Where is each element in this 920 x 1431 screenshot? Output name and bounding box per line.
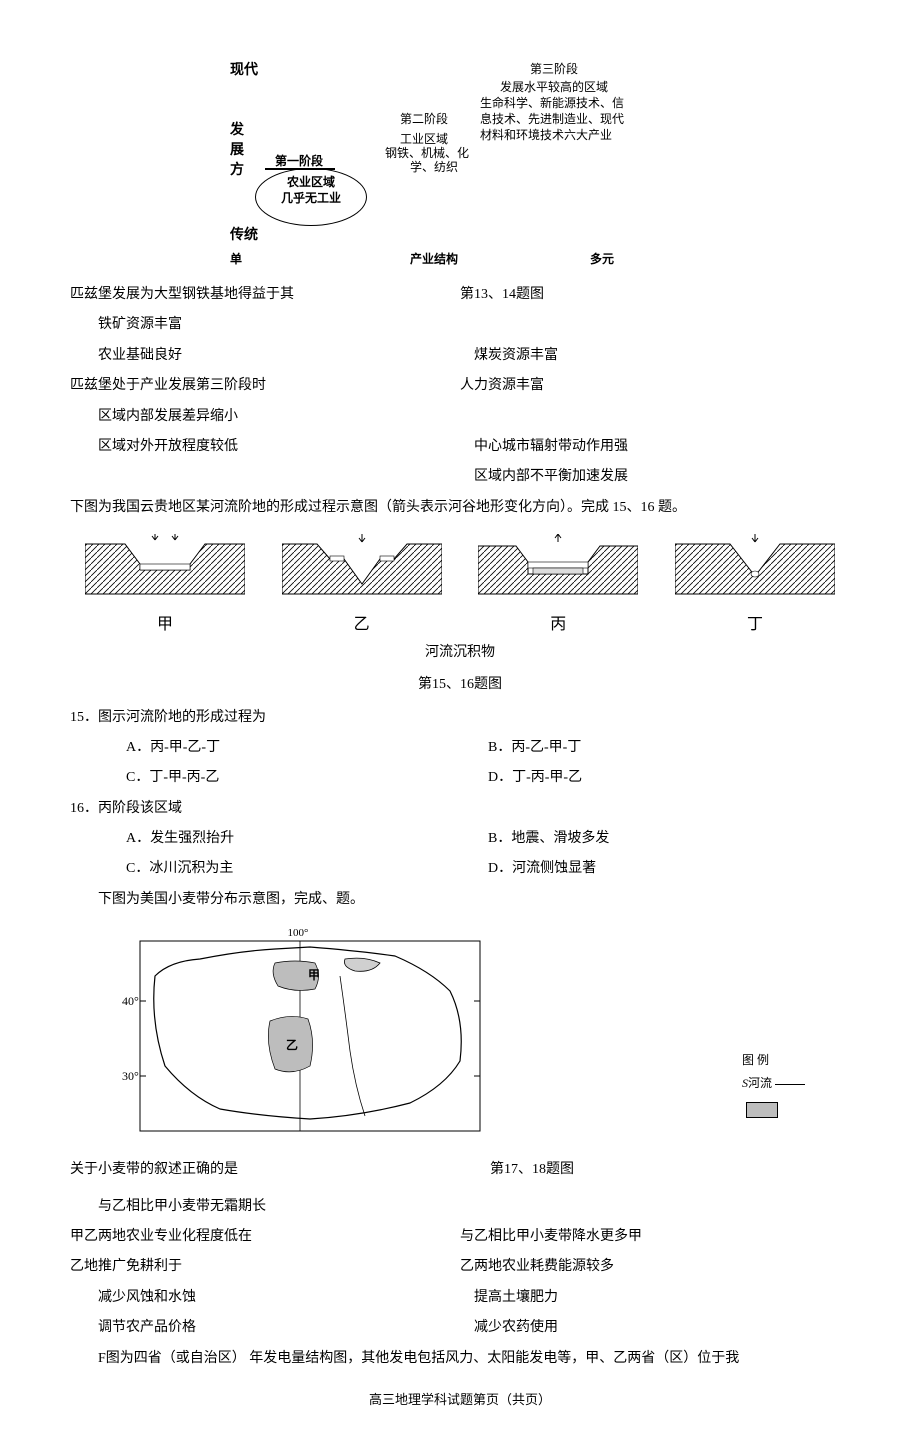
q15-d: D．丁-丙-甲-乙	[488, 767, 850, 785]
ellipse-line2: 几乎无工业	[281, 191, 341, 205]
q15-c: C．丁-甲-丙-乙	[126, 767, 488, 789]
page-footer: 高三地理学科试题第页（共页）	[70, 1390, 850, 1411]
terrace-yi: 乙	[277, 534, 447, 638]
q13-b: 煤炭资源丰富	[474, 345, 850, 367]
usa-map: 100° 40° 30° 甲 乙 图 例 S河流	[70, 921, 850, 1151]
legend-river-line-icon	[775, 1084, 805, 1085]
q16-c: C．冰川沉积为主	[126, 858, 488, 880]
axis-y-top: 现代	[230, 60, 258, 82]
legend-title: 图 例	[742, 1051, 805, 1070]
q17-b: 与乙相比甲小麦带降水更多甲	[460, 1226, 850, 1248]
map-region-b: 乙	[286, 1038, 298, 1052]
terrace-label-a: 甲	[80, 612, 250, 638]
q14-c: 区域对外开放程度较低	[98, 436, 474, 458]
q13-stem: 匹兹堡发展为大型钢铁基地得益于其	[70, 284, 460, 306]
lon-100-label: 100°	[288, 927, 309, 939]
terrace-label-b: 乙	[277, 612, 447, 638]
q14-a: 区域内部发展差异缩小	[98, 406, 474, 428]
q14-d: 区域内部不平衡加速发展	[474, 466, 850, 488]
q15-a: A．丙-甲-乙-丁	[126, 737, 488, 759]
stage2-label: 第二阶段	[400, 110, 448, 129]
terrace-ding: 丁	[670, 534, 840, 638]
q17-d: 乙两地农业耗费能源较多	[460, 1256, 850, 1278]
q18-c: 调节农产品价格	[98, 1317, 474, 1339]
axis-x-left: 单	[230, 250, 242, 269]
lat-30: 30°	[122, 1069, 139, 1083]
map-legend: 图 例 S河流	[742, 1051, 805, 1119]
fig13-14-caption: 第13、14题图	[460, 284, 850, 306]
terrace-intro: 下图为我国云贵地区某河流阶地的形成过程示意图（箭头表示河谷地形变化方向）。完成 …	[70, 497, 850, 519]
axis-x-right: 多元	[590, 250, 614, 269]
terrace-label-c: 丙	[473, 612, 643, 638]
legend-river-text: 河流	[748, 1076, 772, 1090]
q18-a: 减少风蚀和水蚀	[98, 1287, 474, 1309]
q13-c: 农业基础良好	[98, 345, 474, 367]
q16-b: B．地震、滑坡多发	[488, 828, 850, 850]
q13-d: 人力资源丰富	[460, 375, 850, 397]
map-intro: 下图为美国小麦带分布示意图，完成、题。	[98, 889, 850, 911]
q16-stem: 16．丙阶段该区域	[70, 798, 850, 820]
q14-b: 中心城市辐射带动作用强	[474, 436, 850, 458]
lat-40: 40°	[122, 994, 139, 1008]
q18-b: 提高土壤肥力	[474, 1287, 850, 1309]
terrace-diagrams: 甲 乙 丙	[80, 534, 840, 638]
stage1-ellipse: 农业区域 几乎无工业	[255, 168, 367, 226]
terrace-jia: 甲	[80, 534, 250, 638]
q16-a: A．发生强烈抬升	[126, 828, 488, 850]
q13-a: 铁矿资源丰富	[98, 314, 474, 336]
stage3-line4: 材料和环境技术六大产业	[480, 126, 612, 145]
stage2-line3: 学、纺织	[410, 158, 458, 177]
q16-d: D．河流侧蚀显著	[488, 858, 850, 876]
axis-y-mid3: 方	[230, 160, 244, 182]
q14-stem: 匹兹堡处于产业发展第三阶段时	[70, 375, 460, 397]
terrace-bing: 丙	[473, 534, 643, 638]
q18-d: 减少农药使用	[474, 1317, 850, 1339]
q18-stem: 乙地推广免耕利于	[70, 1256, 460, 1278]
fig15-16-caption: 第15、16题图	[70, 674, 850, 696]
q15-stem: 15．图示河流阶地的形成过程为	[70, 707, 850, 729]
stage3-label: 第三阶段	[530, 60, 578, 79]
terrace-label-d: 丁	[670, 612, 840, 638]
q17-c: 甲乙两地农业专业化程度低在	[70, 1226, 460, 1248]
axis-x-mid: 产业结构	[410, 250, 458, 269]
terrace-legend: 河流沉积物	[70, 642, 850, 664]
stage-diagram: 现代 发 展 方 传统 单 产业结构 多元 第三阶段 发展水平较高的区域 生命科…	[70, 60, 850, 270]
fig17-18-caption: 第17、18题图	[430, 1159, 850, 1181]
q17-a: 与乙相比甲小麦带无霜期长	[98, 1196, 474, 1218]
q17-stem: 关于小麦带的叙述正确的是	[70, 1159, 430, 1187]
q15-b: B．丙-乙-甲-丁	[488, 737, 850, 759]
q19-intro: F图为四省（或自治区） 年发电量结构图，其他发电包括风力、太阳能发电等，甲、乙两…	[98, 1348, 850, 1370]
legend-wheat-swatch-icon	[746, 1102, 778, 1118]
axis-y-bottom: 传统	[230, 225, 258, 247]
ellipse-line1: 农业区域	[287, 175, 335, 189]
map-region-a: 甲	[308, 968, 320, 982]
